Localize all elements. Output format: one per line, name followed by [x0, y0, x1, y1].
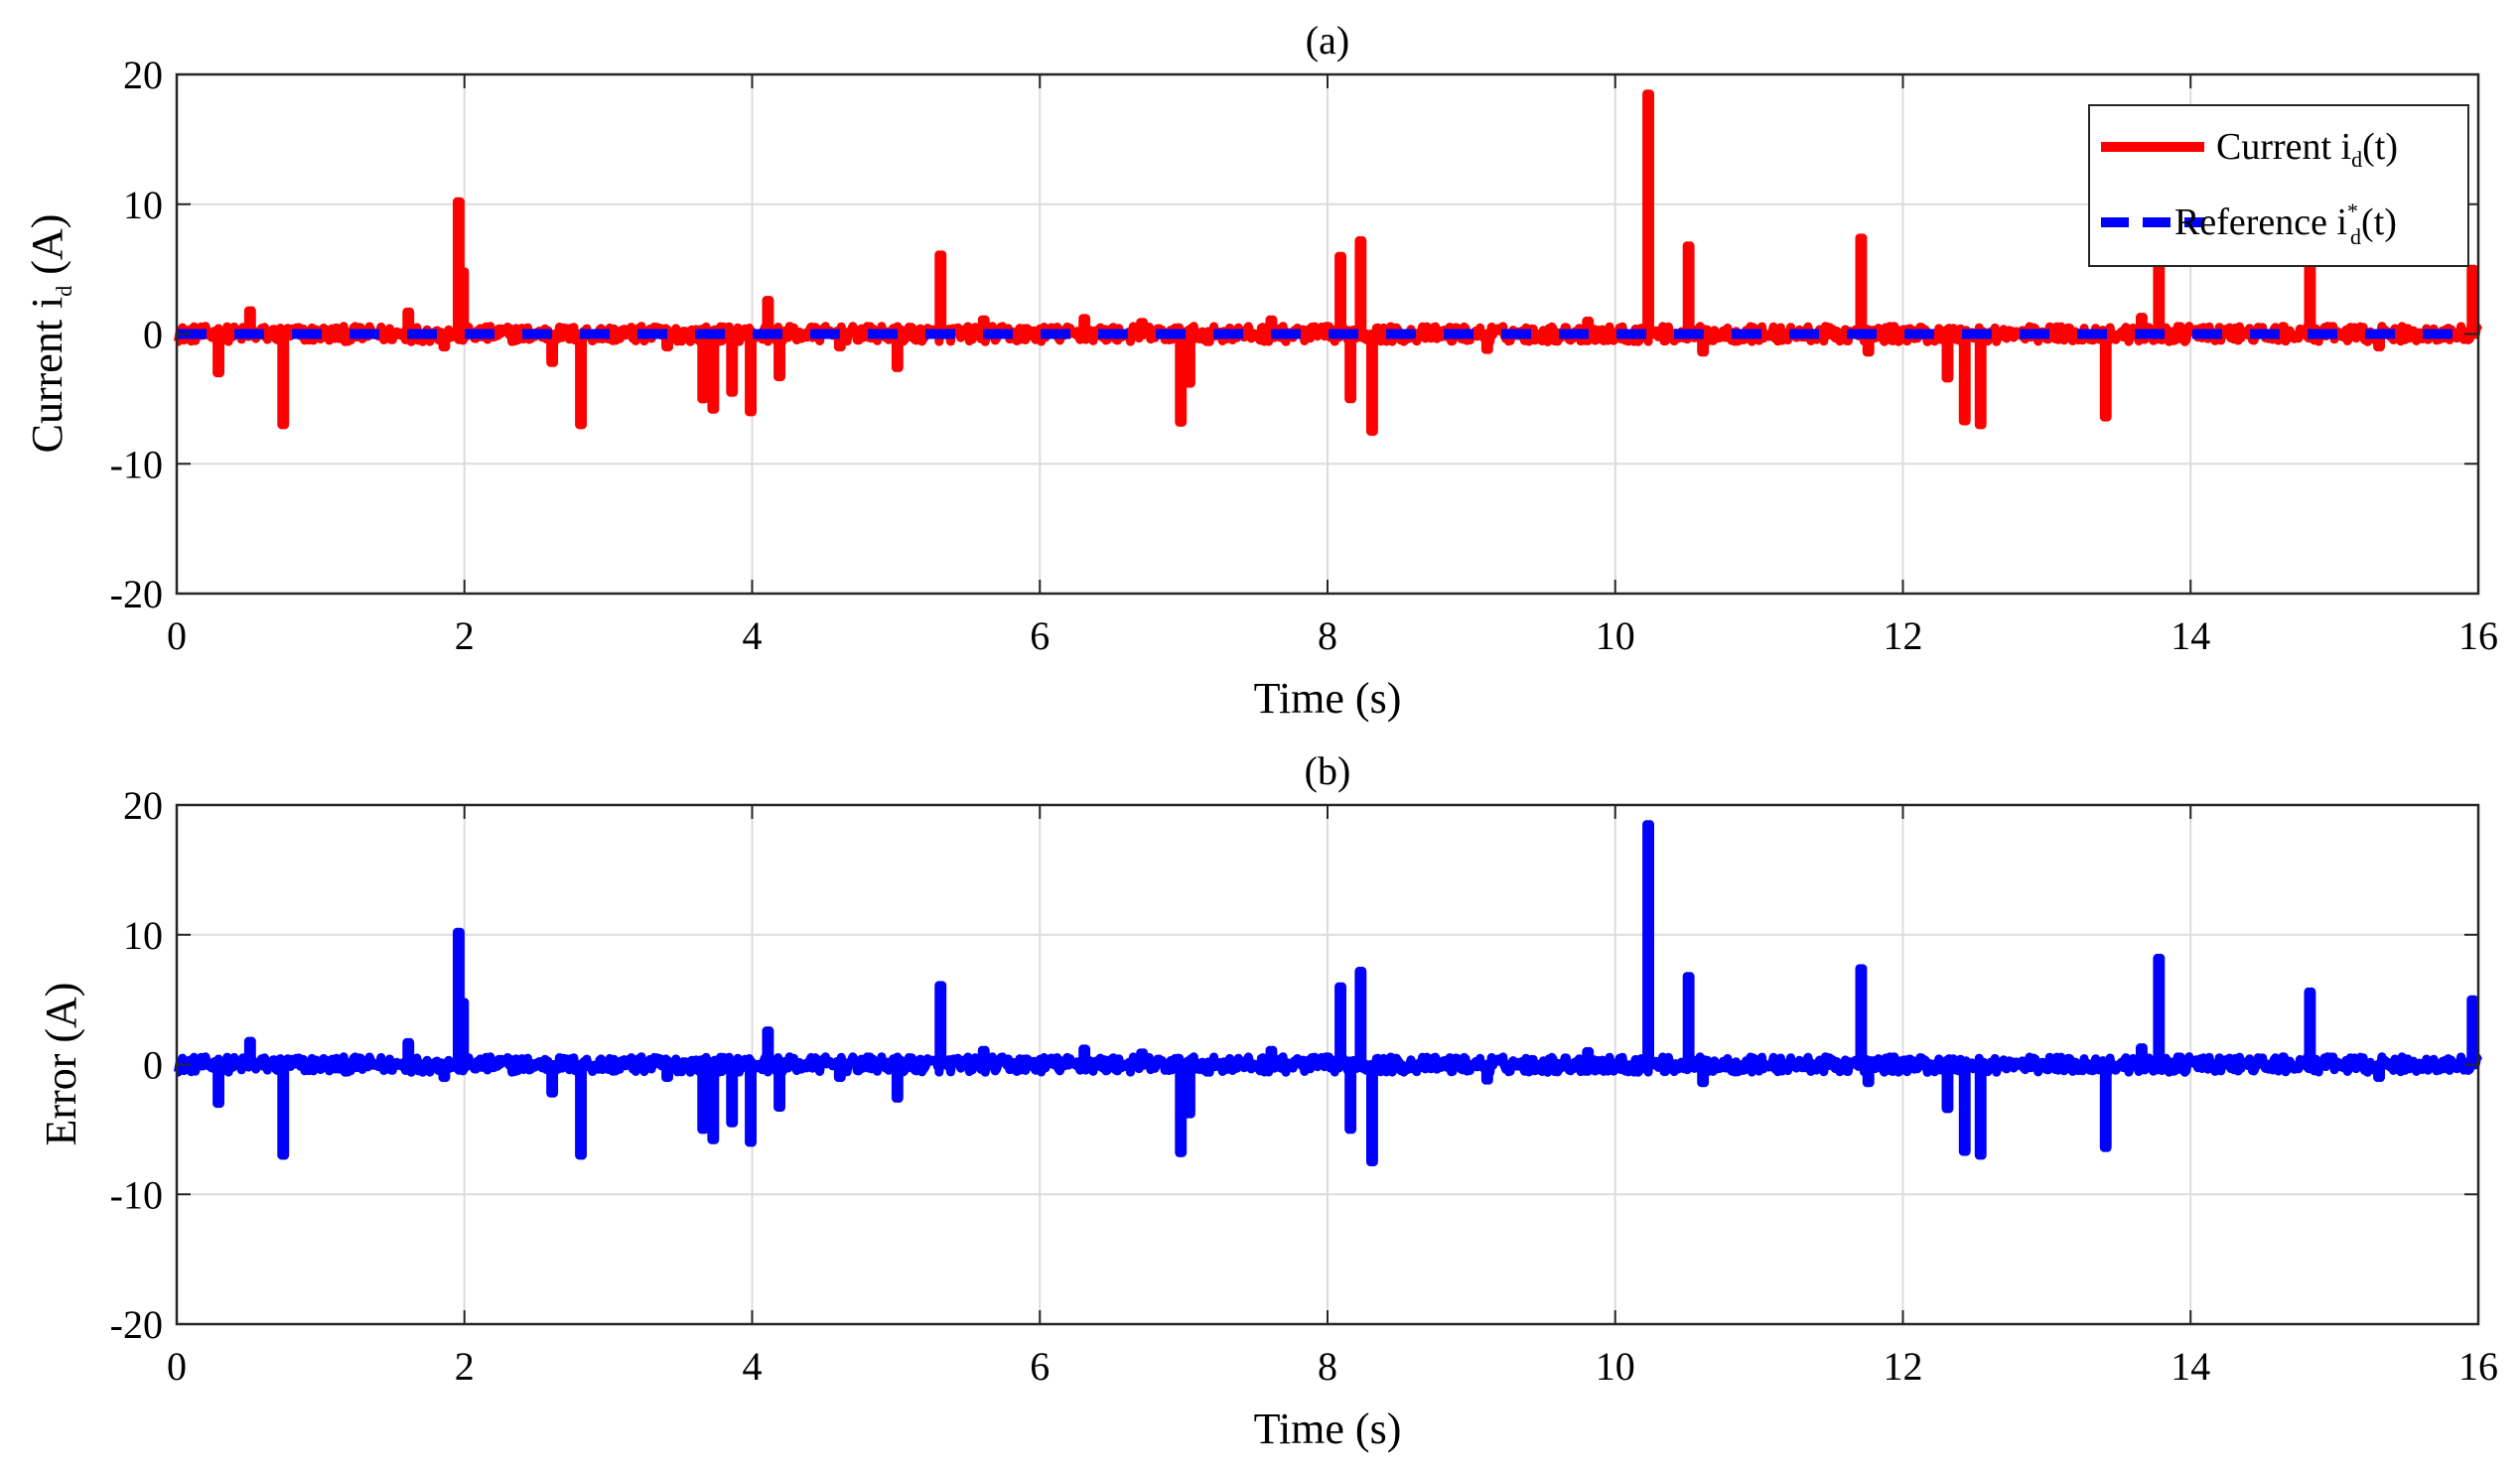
panel-b-error: 0 2 4 6 8 10 12 14 16 -20 -10 0 10 20 (b) Time (s) Er… — [37, 748, 2498, 1453]
panel-b-title: (b) — [1305, 748, 1351, 793]
series-error — [173, 820, 2483, 1167]
x-tick-label: 10 — [1596, 1344, 1635, 1389]
x-tick-label: 4 — [743, 1344, 763, 1389]
legend-current-sub: d — [2351, 147, 2362, 172]
y-tick-label: 0 — [143, 1043, 163, 1088]
x-tick-label: 2 — [455, 613, 475, 658]
y-tick-label: 10 — [123, 913, 163, 958]
x-tick-label: 6 — [1030, 613, 1050, 658]
x-tick-label: 12 — [1884, 613, 1923, 658]
x-tick-label: 16 — [2458, 1344, 2498, 1389]
panel-a-ylabel-main: Current i — [23, 297, 71, 454]
x-tick-label: 16 — [2458, 613, 2498, 658]
panel-b-ylabel: Error (A) — [37, 983, 85, 1146]
x-tick-label: 12 — [1884, 1344, 1923, 1389]
y-tick-label: 0 — [143, 313, 163, 357]
x-tick-label: 8 — [1318, 613, 1337, 658]
y-tick-label: -10 — [110, 442, 163, 486]
x-tick-label: 4 — [743, 613, 763, 658]
panel-a-ylabel: Current id (A) — [23, 214, 76, 454]
legend-reference-tail: (t) — [2361, 201, 2397, 243]
ticks-b: 0 2 4 6 8 10 12 14 16 -20 -10 0 10 20 — [110, 783, 2498, 1389]
y-tick-label: -20 — [110, 1302, 163, 1347]
legend-box — [2088, 104, 2469, 267]
legend-reference-label: Reference i* d(t) — [2174, 199, 2397, 249]
legend: Current id(t) Reference i* d(t) — [2088, 104, 2469, 267]
x-tick-label: 8 — [1318, 1344, 1337, 1389]
y-tick-label: -20 — [110, 572, 163, 616]
y-tick-label: 20 — [123, 783, 163, 828]
x-tick-label: 2 — [455, 1344, 475, 1389]
x-tick-label: 10 — [1596, 613, 1635, 658]
panel-a-title: (a) — [1306, 18, 1349, 63]
y-tick-label: 10 — [123, 183, 163, 227]
series-line — [173, 820, 2483, 1167]
legend-current-label: Current id(t) — [2216, 126, 2398, 172]
y-tick-label: -10 — [110, 1172, 163, 1217]
panel-a-xlabel: Time (s) — [1254, 674, 1402, 723]
legend-current-tail: (t) — [2362, 126, 2398, 168]
x-tick-label: 0 — [167, 613, 187, 658]
x-tick-label: 14 — [2170, 1344, 2210, 1389]
legend-reference-sup: * — [2347, 199, 2358, 223]
legend-current-main: Current i — [2216, 126, 2351, 168]
y-tick-label: 20 — [123, 53, 163, 97]
panel-a-current: 0 2 4 6 8 10 12 14 16 -20 -10 0 10 20 (a) Time (s) Cu… — [23, 18, 2498, 723]
legend-reference-main: Reference i — [2174, 201, 2347, 243]
ticks-a: 0 2 4 6 8 10 12 14 16 -20 -10 0 10 20 — [110, 53, 2498, 658]
x-tick-label: 6 — [1030, 1344, 1050, 1389]
x-tick-label: 14 — [2170, 613, 2210, 658]
x-tick-label: 0 — [167, 1344, 187, 1389]
panel-a-ylabel-sub: d — [52, 286, 76, 297]
panel-a-ylabel-unit: (A) — [23, 214, 71, 286]
panel-b-xlabel: Time (s) — [1254, 1405, 1402, 1453]
legend-reference-sub: d — [2350, 224, 2361, 249]
